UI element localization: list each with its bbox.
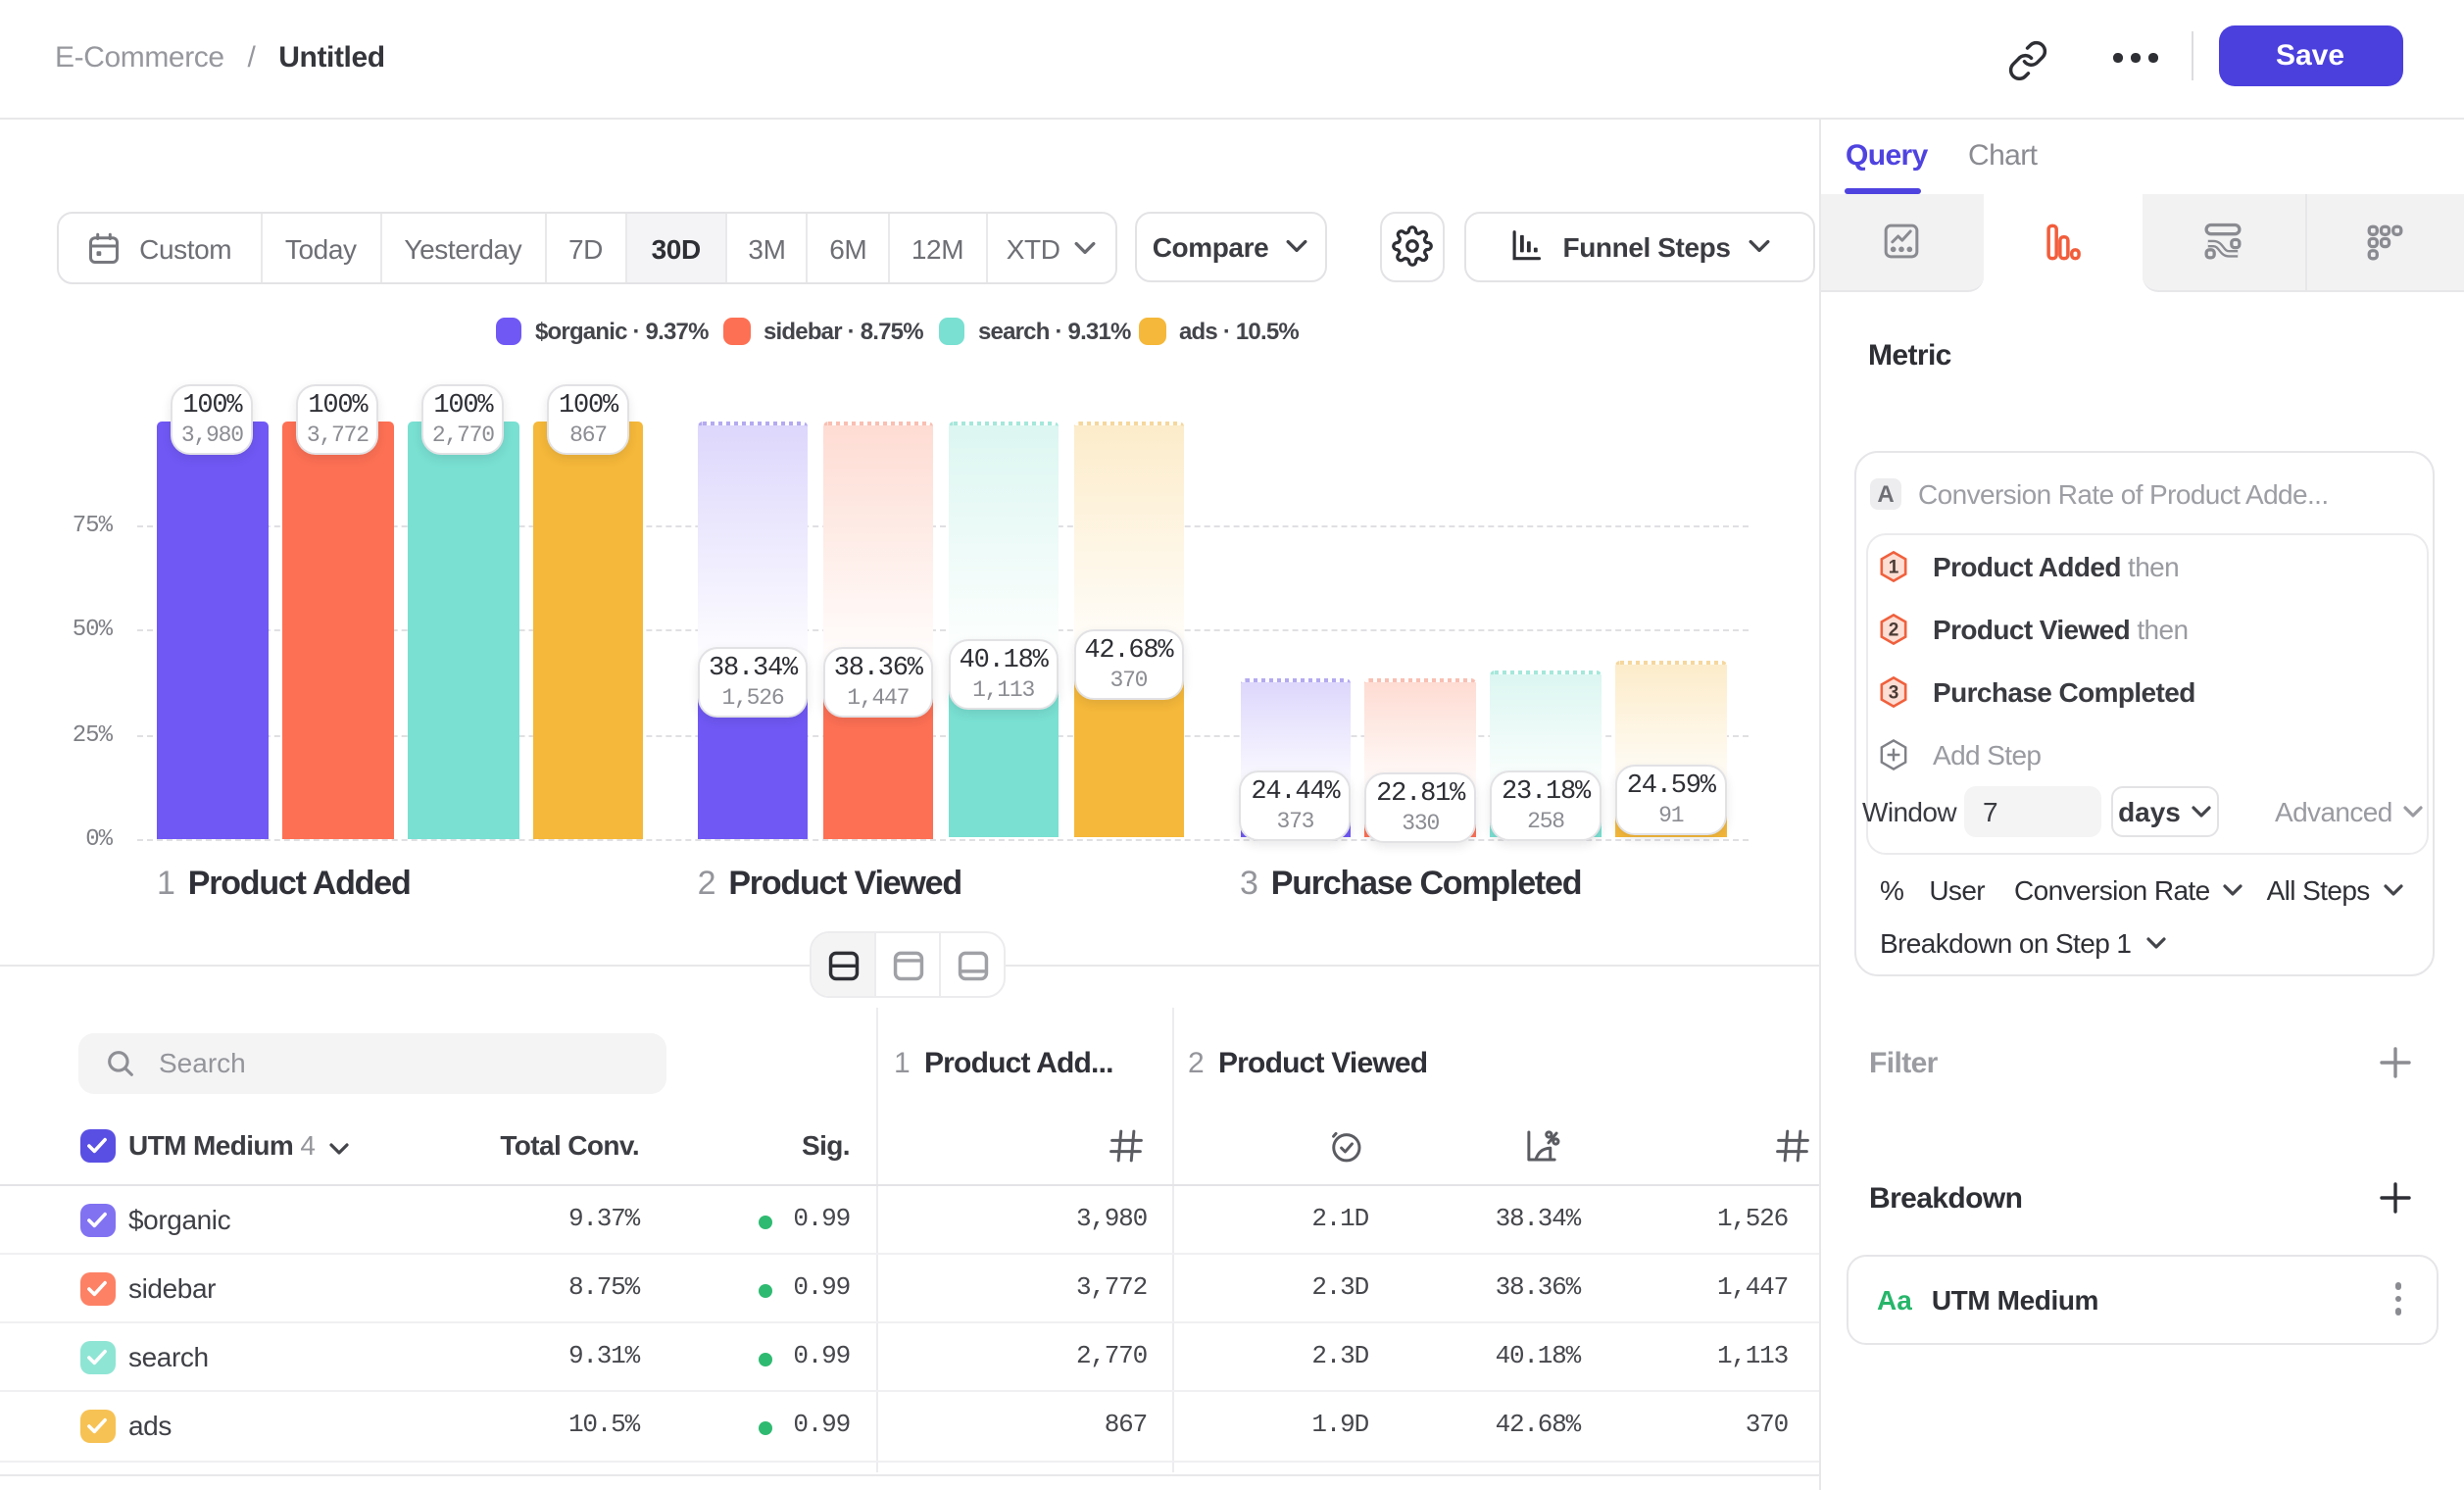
- svg-text:3: 3: [1889, 683, 1899, 704]
- svg-text:1: 1: [1889, 558, 1899, 578]
- svg-text:2: 2: [1889, 620, 1899, 640]
